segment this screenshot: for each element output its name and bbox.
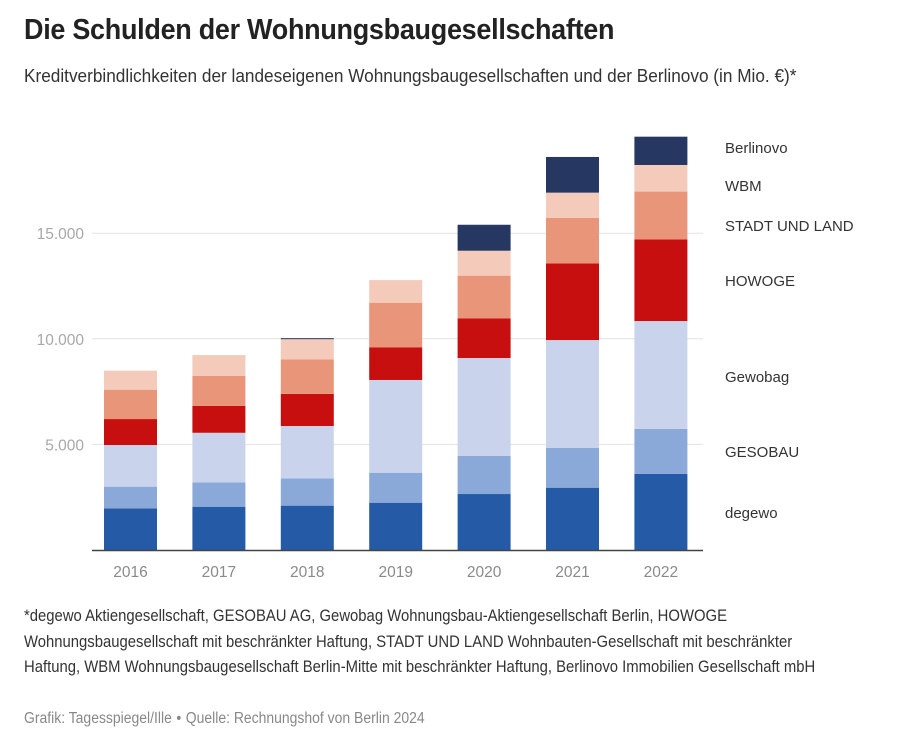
bar-segment-gesobau — [369, 472, 423, 503]
y-tick-label: 10.000 — [37, 332, 85, 349]
bar-segment-gesobau — [546, 447, 599, 488]
legend-label: WBM — [725, 178, 762, 195]
bar-segment-berlinovo — [546, 156, 599, 193]
bar-segment-stadt-und-land — [634, 191, 688, 240]
x-tick-label: 2016 — [113, 564, 147, 581]
bar-segment-degewo — [457, 494, 511, 550]
source-text: Quelle: Rechnungshof von Berlin 2024 — [185, 710, 425, 727]
bar-segment-gewobag — [369, 379, 423, 473]
stacked-bar-chart: 5.000 10.000 15.000 2016 2017 2018 2019 2020 202… — [37, 136, 854, 581]
bar-segment-degewo — [634, 473, 688, 550]
bar-segment-wbm — [192, 355, 246, 376]
bar-segment-wbm — [546, 192, 599, 218]
bar-segment-berlinovo — [634, 136, 688, 165]
bar-segment-stadt-und-land — [192, 375, 246, 406]
x-tick-label: 2022 — [644, 564, 678, 581]
bar-segment-degewo — [280, 505, 334, 550]
bar-segment-wbm — [280, 338, 334, 360]
bar-segment-wbm — [369, 280, 423, 303]
chart-subtitle: Kreditverbindlichkeiten der landeseigene… — [24, 65, 797, 86]
bar-segment-berlinovo — [457, 224, 511, 251]
bar-segment-wbm — [104, 370, 157, 390]
x-tick-label: 2020 — [467, 564, 502, 581]
bar-segment-stadt-und-land — [280, 359, 334, 394]
bar-segment-stadt-und-land — [369, 302, 423, 348]
separator-dot: • — [176, 710, 182, 727]
bar-segment-howoge — [457, 318, 511, 359]
axes: 5.000 10.000 15.000 2016 2017 2018 2019 2020 202… — [37, 226, 703, 581]
legend-label: STADT UND LAND — [725, 218, 854, 235]
credit-text: Grafik: Tagesspiegel/Ille — [24, 710, 172, 727]
footnote: *degewo Aktiengesellschaft, GESOBAU AG, … — [24, 607, 816, 676]
bar-segment-stadt-und-land — [104, 389, 157, 420]
bars — [104, 136, 688, 550]
bar-segment-degewo — [192, 506, 246, 550]
legend-label: GESOBAU — [725, 444, 799, 461]
y-tick-label: 5.000 — [45, 437, 84, 454]
bar-segment-howoge — [280, 393, 334, 427]
source-line: Grafik: Tagesspiegel/Ille • Quelle: Rechnu… — [24, 710, 425, 728]
bar-segment-degewo — [546, 487, 599, 550]
bar-segment-gesobau — [634, 428, 688, 474]
bar-segment-gewobag — [280, 426, 334, 479]
bar-segment-wbm — [457, 250, 511, 276]
bar-segment-gewobag — [546, 340, 599, 448]
y-tick-label: 15.000 — [37, 226, 85, 243]
bar-segment-howoge — [634, 239, 688, 322]
bar-segment-degewo — [104, 508, 157, 550]
bar-segment-howoge — [369, 347, 423, 380]
bar-segment-stadt-und-land — [546, 217, 599, 264]
bar-segment-howoge — [104, 419, 157, 446]
x-tick-label: 2017 — [202, 564, 236, 581]
chart-title: Die Schulden der Wohnungsbaugesellschaft… — [24, 14, 615, 46]
bar-segment-gewobag — [457, 358, 511, 457]
bar-segment-wbm — [634, 164, 688, 192]
legend-label: degewo — [725, 505, 778, 522]
legend: degewo GESOBAU Gewobag HOWOGE STADT UND LAND… — [725, 140, 854, 522]
bar-segment-gesobau — [457, 456, 511, 495]
legend-label: Berlinovo — [725, 140, 788, 157]
bar-segment-gesobau — [192, 482, 246, 507]
legend-label: Gewobag — [725, 369, 789, 386]
bar-segment-howoge — [546, 263, 599, 341]
bar-segment-degewo — [369, 502, 423, 550]
bar-segment-gewobag — [192, 432, 246, 483]
bar-segment-stadt-und-land — [457, 275, 511, 319]
x-tick-label: 2019 — [378, 564, 412, 581]
bar-segment-gesobau — [104, 486, 157, 509]
bar-segment-gewobag — [634, 321, 688, 429]
legend-label: HOWOGE — [725, 273, 795, 290]
x-tick-label: 2021 — [555, 564, 589, 581]
bar-segment-howoge — [192, 405, 246, 433]
bar-segment-gewobag — [104, 445, 157, 487]
x-tick-label: 2018 — [290, 564, 324, 581]
bar-segment-berlinovo — [280, 338, 334, 340]
bar-segment-gesobau — [280, 478, 334, 506]
